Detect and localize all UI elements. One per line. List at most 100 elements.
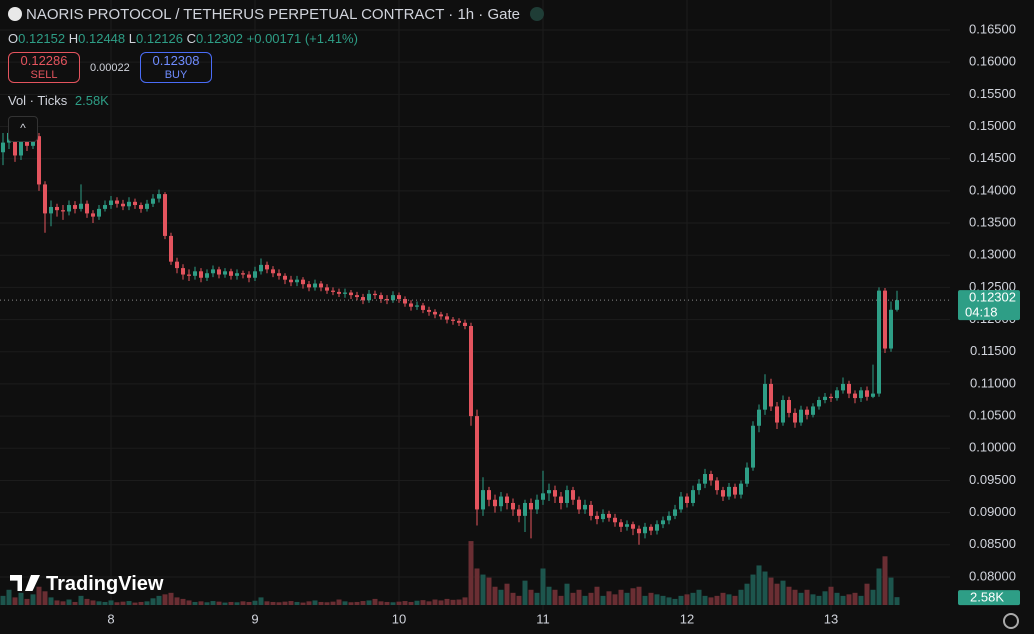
spread: 0.00022 (90, 62, 130, 74)
volume-tag (958, 590, 1020, 606)
candle-body (337, 291, 341, 294)
volume-bar (546, 586, 552, 605)
x-tick-label: 10 (392, 611, 406, 626)
volume-bar (636, 586, 642, 605)
candle-body (187, 274, 191, 276)
volume-bar (642, 595, 648, 605)
candle-body (859, 390, 863, 399)
sell-button[interactable]: 0.12286 SELL (8, 52, 80, 83)
y-tick-label: 0.10000 (969, 440, 1016, 455)
volume-bar (516, 595, 522, 605)
volume-bar (672, 598, 678, 605)
candle-body (475, 416, 479, 510)
candle-body (835, 390, 839, 399)
volume-bar (756, 565, 762, 605)
candle-body (517, 509, 521, 516)
volume-bar (444, 598, 450, 605)
volume-bar (450, 599, 456, 605)
volume-bar (588, 592, 594, 605)
y-tick-label: 0.12500 (969, 279, 1016, 294)
status-icon[interactable] (530, 7, 545, 21)
volume-bar (462, 597, 468, 605)
volume-bar (780, 580, 786, 605)
volume-bar (114, 602, 120, 605)
candle-body (541, 493, 545, 500)
brand-name: TradingView (46, 573, 164, 595)
volume-bar (192, 601, 198, 605)
ohlc-label: O (8, 31, 19, 46)
volume-bar (438, 600, 444, 605)
x-tick-label: 11 (536, 611, 550, 626)
volume-bar (186, 600, 192, 605)
volume-bar (576, 589, 582, 605)
candle-body (715, 480, 719, 491)
volume-bar (264, 601, 270, 605)
volume-bar (666, 597, 672, 605)
candle-body (637, 528, 641, 534)
volume-bar (54, 600, 60, 605)
candle-body (505, 496, 509, 503)
candle-body (295, 279, 299, 283)
volume-bar (102, 601, 108, 605)
buy-button[interactable]: 0.12308 BUY (140, 52, 212, 83)
candle-body (373, 293, 377, 296)
y-tick-label: 0.11000 (970, 375, 1016, 390)
ohlc-label: H (68, 31, 79, 46)
volume-bar (870, 589, 876, 605)
volume-bar (846, 594, 852, 605)
volume-bar (312, 600, 318, 605)
candle-body (193, 271, 197, 276)
candle-body (457, 320, 461, 323)
volume-bar (258, 597, 264, 605)
volume-bar (150, 598, 156, 605)
candle-body (265, 264, 269, 270)
candle-body (829, 396, 833, 399)
collapse-button[interactable]: ^ (8, 116, 38, 142)
candle-body (307, 284, 311, 288)
volume-bar (360, 601, 366, 605)
candle-body (703, 474, 707, 484)
candle-body (631, 524, 635, 529)
symbol-icon (8, 7, 22, 21)
volume-bar (684, 594, 690, 605)
volume-bar (132, 602, 138, 605)
ohlc-legend: O0.12152 H0.12448 L0.12126 C0.12302 +0.0… (8, 31, 358, 46)
settings-button[interactable] (1003, 613, 1019, 629)
volume-bar (774, 583, 780, 605)
candle-body (301, 279, 305, 285)
candle-body (139, 205, 143, 209)
candle-body (607, 513, 611, 518)
volume-bar (6, 589, 12, 605)
candle-body (379, 295, 383, 299)
volume-bar (30, 594, 36, 605)
candle-body (499, 496, 503, 507)
volume-bar (270, 601, 276, 605)
brand-logo: TradingView (10, 573, 163, 596)
candle-body (409, 303, 413, 307)
candle-body (163, 194, 167, 236)
candle-body (751, 425, 755, 468)
volume-bar (66, 599, 72, 605)
volume-bar (36, 586, 42, 605)
volume-bar (540, 568, 546, 605)
candle-body (133, 201, 137, 206)
candle-body (439, 314, 443, 317)
symbol-title[interactable]: NAORIS PROTOCOL / TETHERUS PERPETUAL CON… (26, 6, 520, 23)
candle-body (205, 273, 209, 278)
candle-body (685, 496, 689, 503)
y-tick-label: 0.10500 (969, 408, 1016, 423)
candle-body (571, 490, 575, 500)
volume-bar (762, 571, 768, 605)
volume-title: Vol · Ticks (8, 93, 68, 108)
candle-body (547, 490, 551, 494)
candle-body (649, 526, 653, 531)
volume-bar (894, 597, 900, 605)
volume-bar (810, 594, 816, 605)
volume-bar (126, 601, 132, 605)
buy-price: 0.12308 (152, 53, 200, 68)
candle-body (85, 203, 89, 214)
volume-bar (390, 602, 396, 605)
volume-bar (180, 598, 186, 605)
candle-body (469, 326, 473, 417)
